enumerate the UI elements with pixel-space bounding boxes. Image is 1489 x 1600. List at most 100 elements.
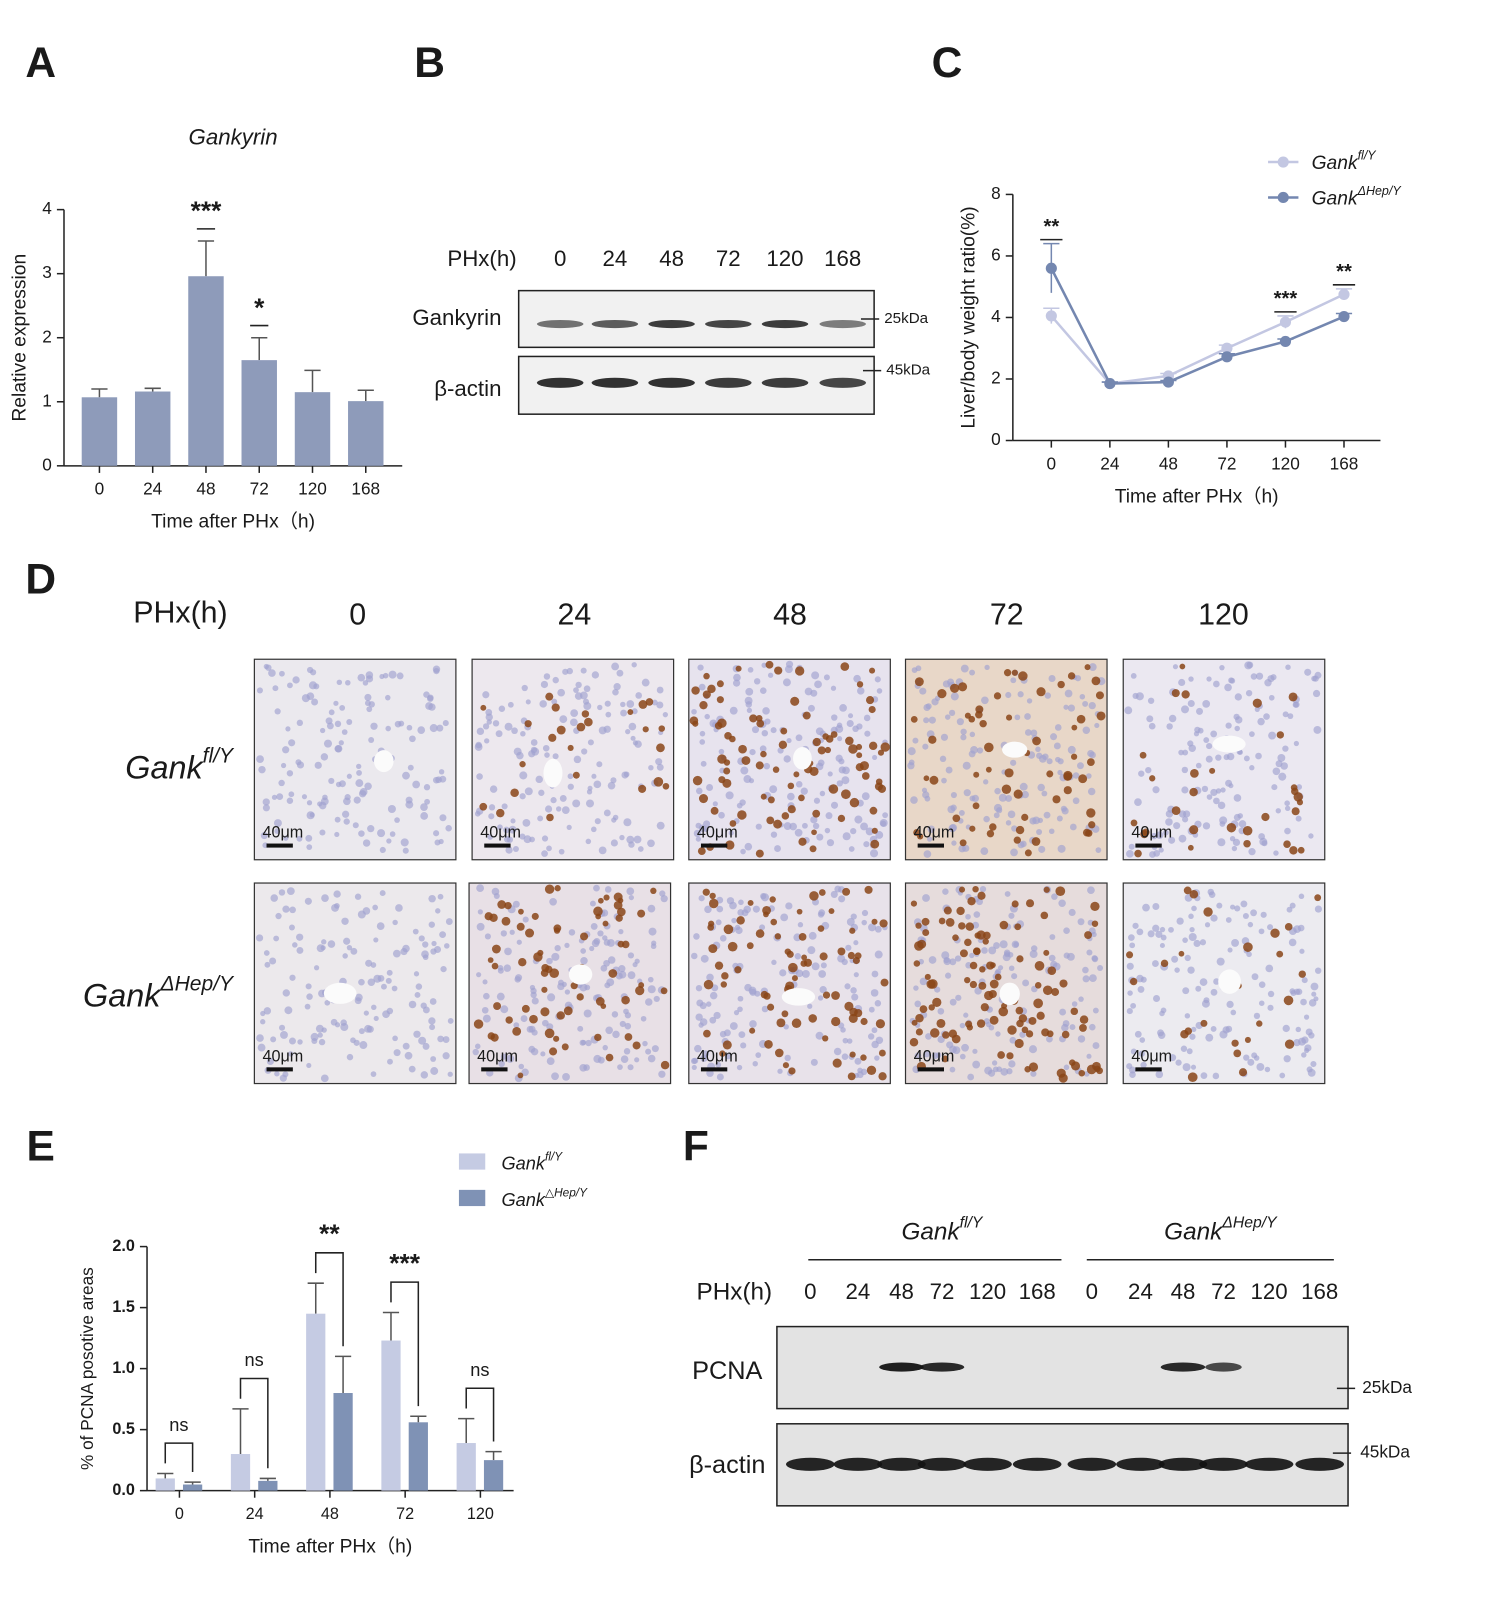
- nucleus: [1078, 996, 1084, 1002]
- stained-nucleus: [879, 919, 888, 928]
- significance: **: [319, 1219, 340, 1249]
- scale-bar: [700, 843, 728, 848]
- nucleus: [1298, 893, 1305, 900]
- nucleus: [596, 761, 603, 768]
- stained-nucleus: [969, 980, 978, 989]
- nucleus: [1008, 912, 1015, 919]
- nucleus: [362, 839, 371, 847]
- nucleus: [1181, 786, 1189, 794]
- nucleus: [284, 1006, 293, 1015]
- point: [1279, 316, 1292, 328]
- vessel: [999, 982, 1020, 1006]
- blot-band: [1199, 1457, 1248, 1471]
- nucleus: [268, 669, 276, 677]
- stained-nucleus: [716, 696, 724, 704]
- group-label-sup: ΔHep/Y: [1221, 1215, 1278, 1232]
- nucleus: [305, 983, 312, 990]
- nucleus: [433, 667, 440, 675]
- nucleus: [834, 885, 842, 893]
- stained-nucleus: [773, 819, 783, 829]
- nucleus: [388, 670, 397, 679]
- nucleus: [1258, 1000, 1265, 1006]
- nucleus: [1029, 817, 1037, 825]
- nucleus: [635, 692, 643, 699]
- stained-nucleus: [998, 1006, 1009, 1017]
- nucleus: [607, 956, 616, 964]
- nucleus: [444, 943, 450, 949]
- stained-nucleus: [1057, 680, 1065, 689]
- stained-nucleus: [504, 901, 512, 910]
- nucleus: [591, 773, 597, 779]
- scale-bar-label: 40μm: [262, 824, 303, 842]
- nucleus: [1290, 990, 1297, 996]
- nucleus: [278, 779, 285, 787]
- stained-nucleus: [855, 763, 864, 772]
- nucleus: [853, 940, 859, 946]
- nucleus: [385, 694, 391, 701]
- nucleus: [816, 833, 824, 841]
- nucleus: [342, 953, 348, 959]
- nucleus: [1288, 938, 1297, 947]
- stained-nucleus: [1314, 894, 1322, 902]
- nucleus: [1308, 999, 1317, 1007]
- nucleus: [937, 1007, 945, 1015]
- nucleus: [1079, 693, 1086, 700]
- stained-nucleus: [642, 726, 649, 733]
- nucleus: [1210, 1026, 1217, 1032]
- lane-label: 0: [554, 246, 566, 271]
- point: [1045, 262, 1057, 274]
- nucleus: [715, 1061, 722, 1068]
- stained-nucleus: [741, 756, 751, 765]
- stained-nucleus: [989, 1015, 999, 1025]
- stained-nucleus: [598, 897, 604, 904]
- stained-nucleus: [969, 825, 976, 832]
- nucleus: [1181, 705, 1189, 714]
- nucleus: [959, 1053, 966, 1060]
- bar: [241, 360, 277, 466]
- stained-nucleus: [491, 962, 499, 970]
- nucleus: [314, 761, 322, 769]
- nucleus: [647, 904, 656, 913]
- nucleus: [1229, 677, 1236, 684]
- nucleus: [913, 985, 919, 991]
- vessel: [568, 964, 593, 985]
- nucleus: [647, 1054, 656, 1063]
- nucleus: [1180, 1045, 1188, 1052]
- nucleus: [586, 799, 594, 808]
- significance-bracket: [465, 1387, 495, 1442]
- nucleus: [429, 1024, 436, 1031]
- stained-nucleus: [484, 912, 493, 921]
- nucleus: [570, 718, 578, 727]
- nucleus: [925, 1033, 932, 1040]
- nucleus: [422, 1042, 430, 1050]
- nucleus: [691, 708, 697, 715]
- y-tick-label: 1: [42, 390, 52, 410]
- nucleus: [402, 1042, 410, 1050]
- nucleus: [584, 984, 591, 991]
- stained-nucleus: [958, 886, 966, 893]
- stained-nucleus: [854, 952, 862, 960]
- stained-nucleus: [1290, 784, 1298, 791]
- nucleus: [580, 667, 587, 674]
- nucleus: [269, 957, 277, 965]
- y-tick-label: 1.0: [112, 1359, 135, 1377]
- nucleus: [580, 957, 588, 965]
- nucleus: [1234, 725, 1240, 732]
- nucleus: [771, 959, 777, 966]
- nucleus: [1132, 692, 1139, 700]
- nucleus: [1066, 952, 1075, 961]
- blot-row-label: β-actin: [689, 1451, 765, 1479]
- nucleus: [641, 678, 650, 687]
- nucleus: [439, 931, 447, 939]
- stained-nucleus: [729, 735, 736, 743]
- nucleus: [1251, 973, 1259, 981]
- x-tick-label: 0: [1047, 453, 1057, 473]
- nucleus: [1157, 1031, 1166, 1040]
- nucleus: [255, 934, 264, 942]
- stained-nucleus: [849, 797, 860, 808]
- nucleus: [263, 950, 270, 956]
- stained-nucleus: [1276, 950, 1284, 958]
- stained-nucleus: [831, 1016, 841, 1027]
- nucleus: [1048, 828, 1055, 835]
- nucleus: [1136, 928, 1144, 936]
